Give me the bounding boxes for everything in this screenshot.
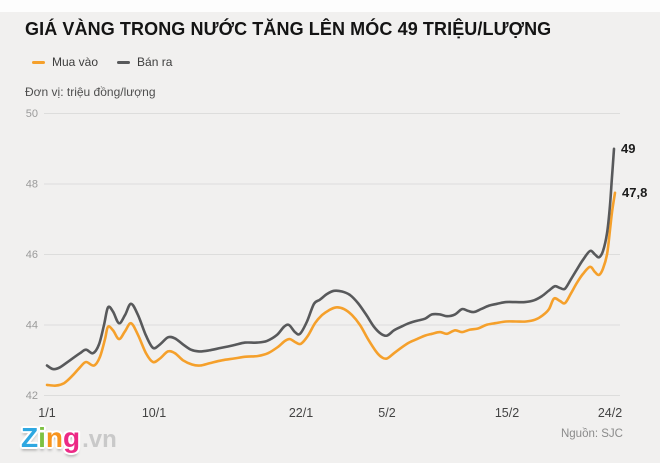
zing-logo-letter-z: Z bbox=[21, 422, 39, 453]
page-title: GIÁ VÀNG TRONG NƯỚC TĂNG LÊN MÓC 49 TRIỆ… bbox=[25, 19, 552, 39]
zing-logo-letter-i: i bbox=[38, 422, 46, 453]
x-tick-label-5-2: 5/2 bbox=[378, 406, 395, 420]
ban-ra-dash-icon bbox=[117, 60, 131, 64]
zing-logo-letter-g: g bbox=[63, 422, 81, 453]
zing-logo-letter-n: n bbox=[45, 422, 63, 453]
end-label-mua-vao: 47,8 bbox=[622, 185, 647, 200]
legend-item-ban-ra: Bán ra bbox=[117, 55, 172, 69]
top-strip bbox=[0, 0, 660, 12]
x-tick-label-1-1: 1/1 bbox=[38, 406, 55, 420]
unit-note: Đơn vị: triệu đồng/lượng bbox=[25, 85, 156, 99]
end-label-ban-ra: 49 bbox=[621, 141, 635, 156]
y-tick-label-50: 50 bbox=[26, 108, 38, 120]
legend-label-mua-vao: Mua vào bbox=[52, 55, 99, 69]
mua-vao-dash-icon bbox=[32, 60, 45, 64]
x-tick-label-10-1: 10/1 bbox=[142, 406, 166, 420]
x-tick-label-24-2: 24/2 bbox=[598, 406, 622, 420]
y-tick-label-48: 48 bbox=[26, 179, 38, 191]
series-line-mua-vao bbox=[45, 191, 617, 387]
y-tick-label-42: 42 bbox=[26, 390, 38, 402]
y-tick-label-46: 46 bbox=[26, 249, 38, 261]
zing-logo-vn-suffix: .vn bbox=[82, 426, 117, 453]
x-tick-label-15-2: 15/2 bbox=[495, 406, 519, 420]
x-tick-label-22-1: 22/1 bbox=[289, 406, 313, 420]
legend-label-ban-ra: Bán ra bbox=[137, 55, 173, 69]
source-note: Nguồn: SJC bbox=[560, 428, 623, 440]
series-line-ban-ra bbox=[45, 147, 616, 371]
legend-item-mua-vao: Mua vào bbox=[32, 55, 98, 69]
legend: Mua vào Bán ra bbox=[32, 55, 172, 69]
y-tick-label-44: 44 bbox=[26, 320, 38, 332]
